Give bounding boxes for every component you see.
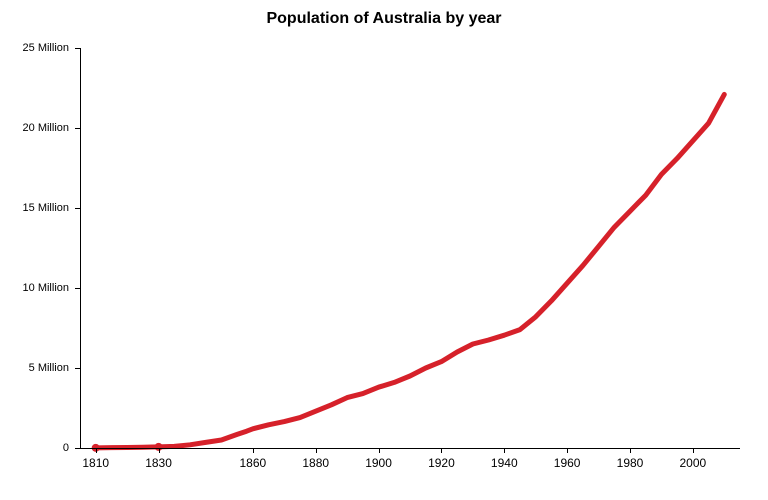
x-tick-label: 1880: [302, 456, 329, 470]
x-tick-mark: [441, 448, 442, 453]
x-tick-mark: [159, 448, 160, 453]
x-tick-mark: [567, 448, 568, 453]
plot-area: 1810183018601880190019201940196019802000…: [80, 48, 740, 448]
y-tick-mark: [75, 288, 80, 289]
y-tick-label: 15 Million: [23, 202, 69, 214]
y-tick-label: 5 Million: [29, 362, 69, 374]
y-tick-mark: [75, 448, 80, 449]
y-tick-label: 25 Million: [23, 42, 69, 54]
x-axis-line: [80, 448, 740, 449]
chart-title: Population of Australia by year: [0, 10, 768, 28]
x-tick-label: 1960: [554, 456, 581, 470]
y-tick-mark: [75, 368, 80, 369]
x-tick-mark: [96, 448, 97, 453]
x-tick-label: 1940: [491, 456, 518, 470]
y-tick-mark: [75, 208, 80, 209]
y-axis-line: [80, 48, 81, 448]
x-tick-mark: [630, 448, 631, 453]
x-tick-mark: [379, 448, 380, 453]
series-line: [96, 94, 725, 447]
x-tick-label: 1810: [82, 456, 109, 470]
x-tick-label: 1830: [145, 456, 172, 470]
line-layer: [80, 48, 740, 448]
y-tick-label: 0: [63, 442, 69, 454]
y-tick-label: 10 Million: [23, 282, 69, 294]
x-tick-mark: [693, 448, 694, 453]
y-tick-mark: [75, 128, 80, 129]
x-tick-mark: [316, 448, 317, 453]
x-tick-label: 1920: [428, 456, 455, 470]
y-tick-label: 20 Million: [23, 122, 69, 134]
x-tick-label: 2000: [679, 456, 706, 470]
y-tick-mark: [75, 48, 80, 49]
x-tick-label: 1860: [239, 456, 266, 470]
population-chart: Population of Australia by year 18101830…: [0, 0, 768, 500]
x-tick-mark: [253, 448, 254, 453]
x-tick-mark: [504, 448, 505, 453]
x-tick-label: 1900: [365, 456, 392, 470]
x-tick-label: 1980: [617, 456, 644, 470]
